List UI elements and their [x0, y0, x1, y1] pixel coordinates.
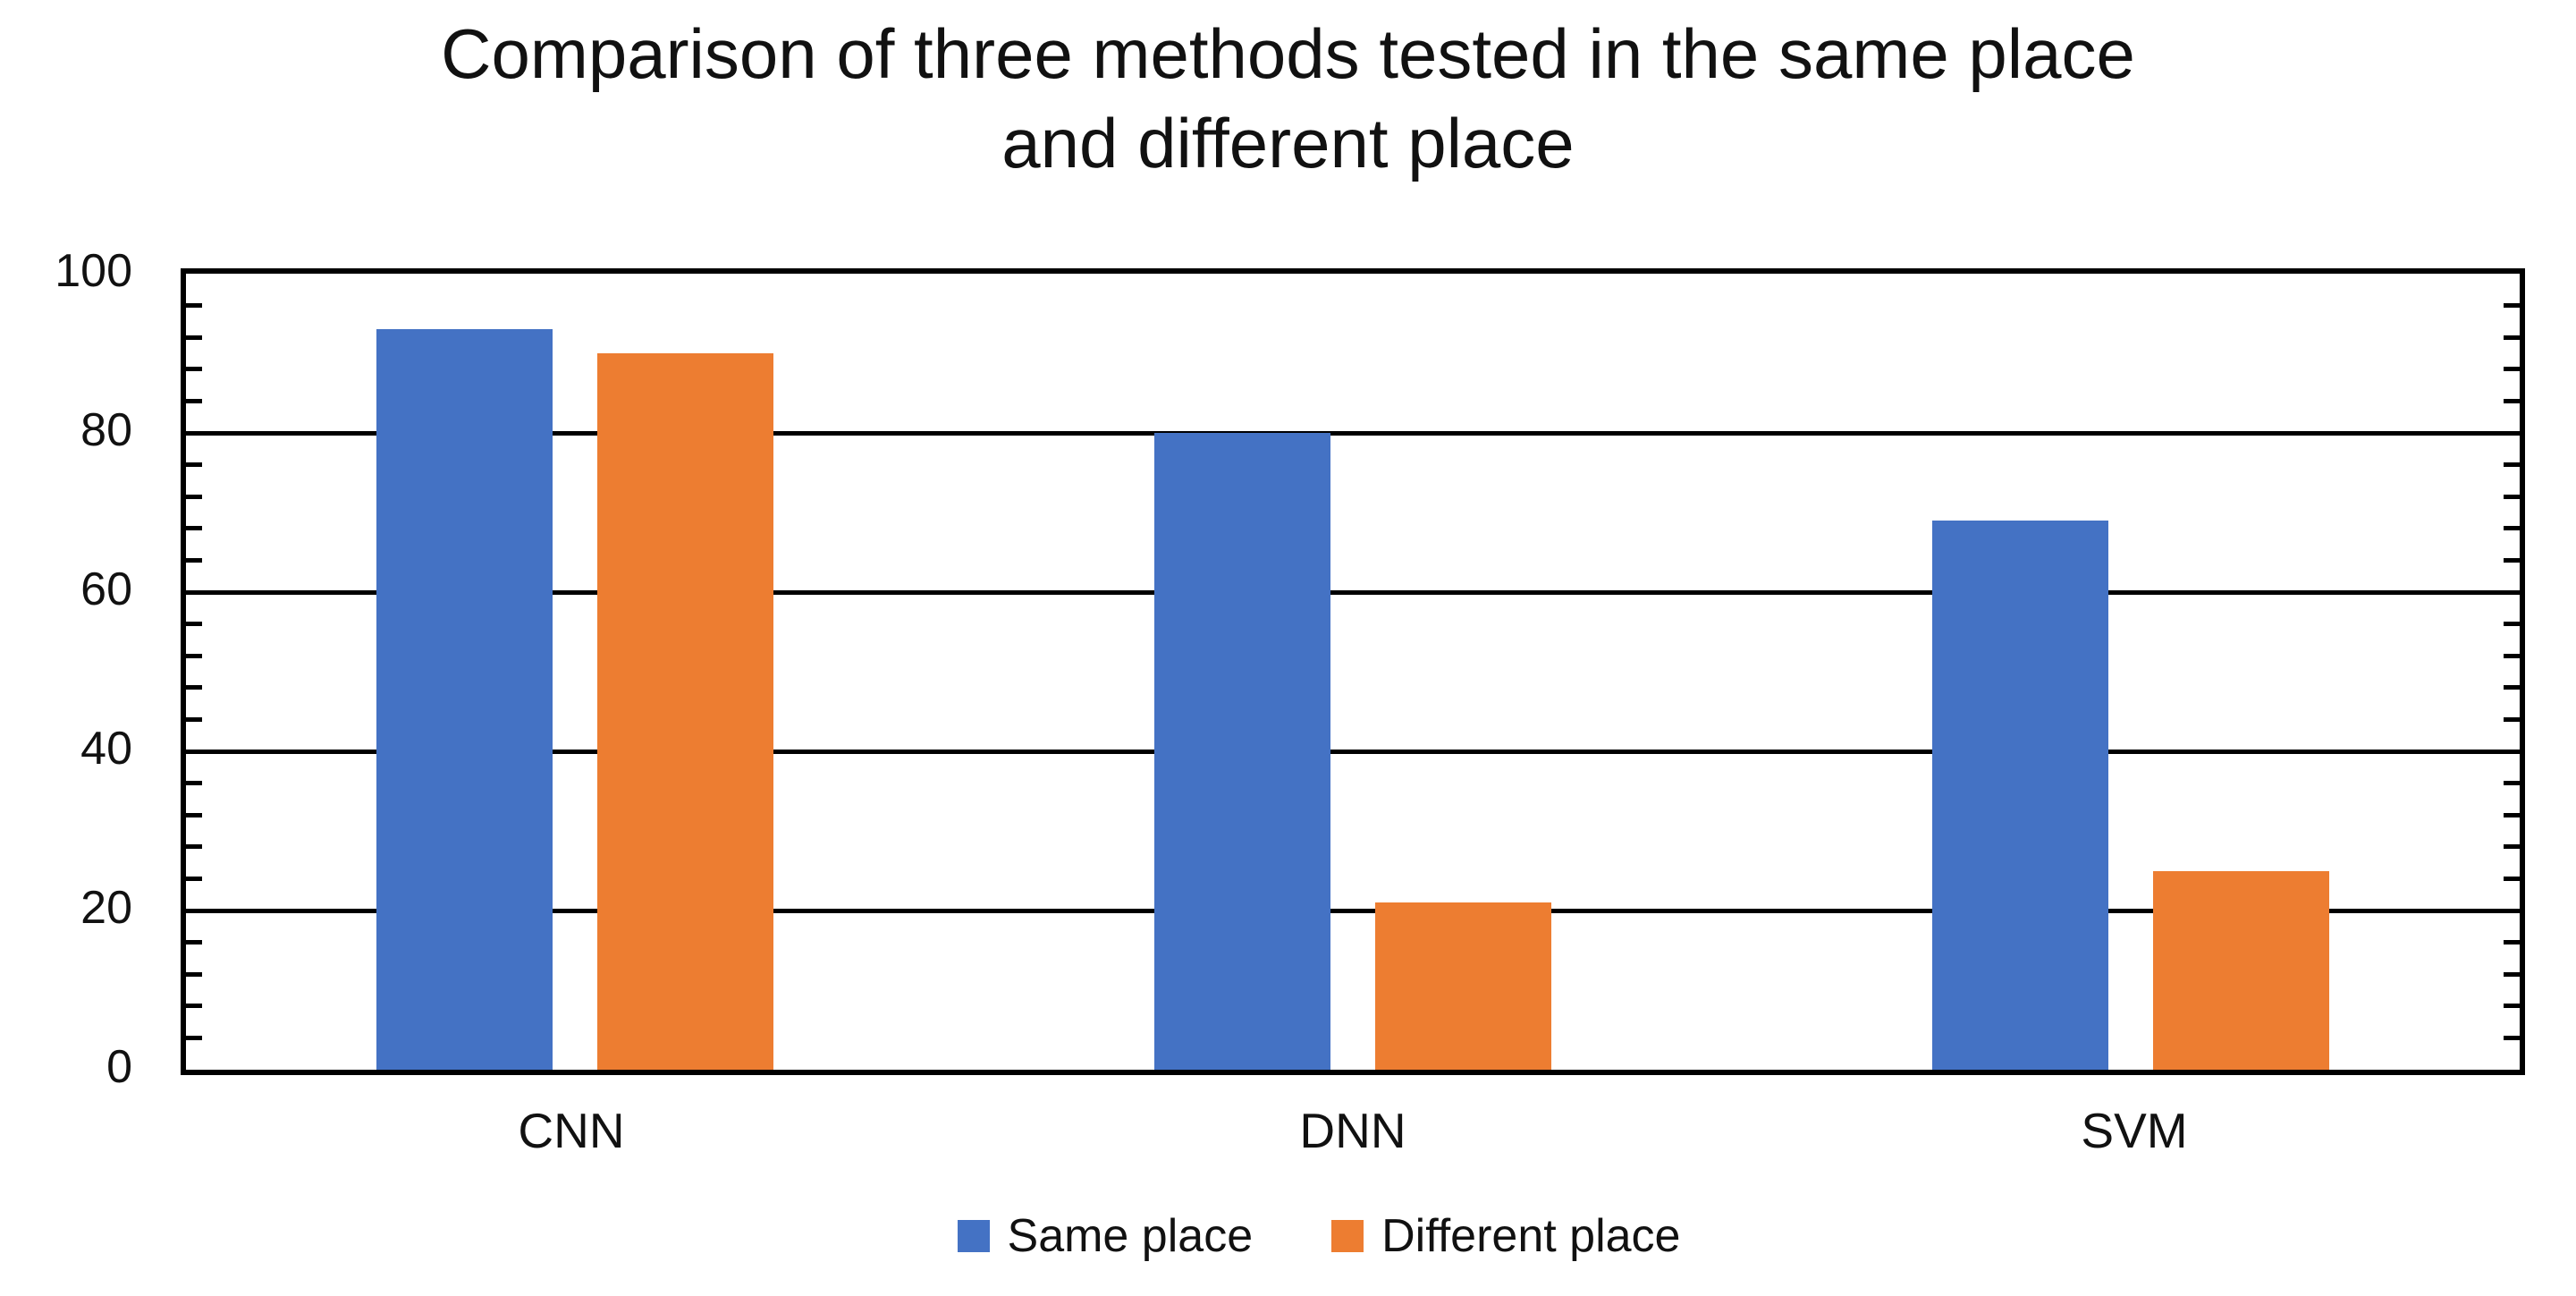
minor-tick-left-56: [186, 622, 202, 627]
bar-different-place-dnn: [1375, 902, 1551, 1070]
minor-tick-left-8: [186, 1004, 202, 1009]
y-tick-label-100: 100: [55, 245, 132, 297]
legend-item-different-place: Different place: [1331, 1209, 1680, 1263]
minor-tick-right-36: [2504, 781, 2520, 786]
gridline-80: [186, 430, 2520, 436]
bar-different-place-svm: [2153, 870, 2329, 1070]
chart-title-line-2: and different place: [1001, 104, 1575, 182]
minor-tick-left-64: [186, 557, 202, 563]
minor-tick-left-88: [186, 367, 202, 372]
minor-tick-right-64: [2504, 557, 2520, 563]
y-tick-label-40: 40: [80, 723, 132, 775]
x-axis-label-dnn: DNN: [1299, 1103, 1406, 1158]
y-axis-tick-labels: 0 20 40 60 80 100: [0, 246, 132, 1092]
legend-swatch-different-place-icon: [1331, 1220, 1364, 1252]
minor-tick-right-32: [2504, 812, 2520, 817]
legend: Same place Different place: [0, 1209, 2576, 1263]
minor-tick-right-56: [2504, 622, 2520, 627]
minor-tick-right-72: [2504, 494, 2520, 499]
y-tick-label-0: 0: [106, 1041, 132, 1093]
minor-tick-left-76: [186, 462, 202, 468]
legend-label-same-place: Same place: [1007, 1210, 1254, 1262]
minor-tick-left-68: [186, 526, 202, 531]
minor-tick-left-84: [186, 398, 202, 403]
legend-item-same-place: Same place: [957, 1209, 1254, 1263]
minor-tick-right-52: [2504, 653, 2520, 658]
gridline-60: [186, 589, 2520, 595]
minor-tick-left-12: [186, 971, 202, 977]
legend-label-different-place: Different place: [1381, 1210, 1681, 1262]
minor-tick-left-92: [186, 335, 202, 340]
x-axis-labels: CNN DNN SVM: [181, 1102, 2525, 1159]
minor-tick-left-16: [186, 940, 202, 945]
bar-same-place-svm: [1932, 520, 2108, 1070]
y-tick-label-80: 80: [80, 404, 132, 456]
legend-swatch-same-place-icon: [957, 1220, 990, 1252]
minor-tick-left-36: [186, 781, 202, 786]
minor-tick-left-24: [186, 876, 202, 881]
minor-tick-left-4: [186, 1035, 202, 1040]
minor-tick-right-12: [2504, 971, 2520, 977]
bar-same-place-dnn: [1154, 433, 1330, 1070]
minor-tick-right-68: [2504, 526, 2520, 531]
bar-same-place-cnn: [376, 329, 553, 1070]
minor-tick-right-24: [2504, 876, 2520, 881]
y-tick-label-60: 60: [80, 563, 132, 615]
minor-tick-left-72: [186, 494, 202, 499]
x-axis-label-cnn: CNN: [518, 1103, 625, 1158]
minor-tick-left-32: [186, 812, 202, 817]
minor-tick-right-92: [2504, 335, 2520, 340]
gridline-40: [186, 749, 2520, 754]
plot-area: [181, 268, 2525, 1075]
y-tick-label-20: 20: [80, 882, 132, 934]
x-axis-label-svm: SVM: [2081, 1103, 2188, 1158]
minor-tick-left-48: [186, 685, 202, 690]
chart-title-line-1: Comparison of three methods tested in th…: [441, 14, 2135, 93]
minor-tick-right-44: [2504, 716, 2520, 722]
gridline-20: [186, 908, 2520, 913]
bar-different-place-cnn: [597, 353, 773, 1070]
minor-tick-right-4: [2504, 1035, 2520, 1040]
minor-tick-right-48: [2504, 685, 2520, 690]
minor-tick-right-88: [2504, 367, 2520, 372]
chart-title: Comparison of three methods tested in th…: [0, 9, 2576, 188]
minor-tick-right-16: [2504, 940, 2520, 945]
minor-tick-left-28: [186, 844, 202, 850]
minor-tick-left-96: [186, 303, 202, 309]
minor-tick-left-52: [186, 653, 202, 658]
minor-tick-right-96: [2504, 303, 2520, 309]
minor-tick-left-44: [186, 716, 202, 722]
minor-tick-right-8: [2504, 1004, 2520, 1009]
minor-tick-right-84: [2504, 398, 2520, 403]
minor-tick-right-28: [2504, 844, 2520, 850]
minor-tick-right-76: [2504, 462, 2520, 468]
